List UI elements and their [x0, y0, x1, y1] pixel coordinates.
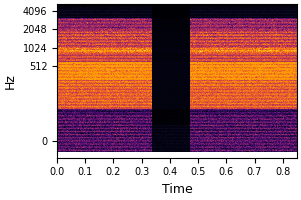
X-axis label: Time: Time: [162, 183, 192, 196]
Y-axis label: Hz: Hz: [4, 73, 17, 89]
